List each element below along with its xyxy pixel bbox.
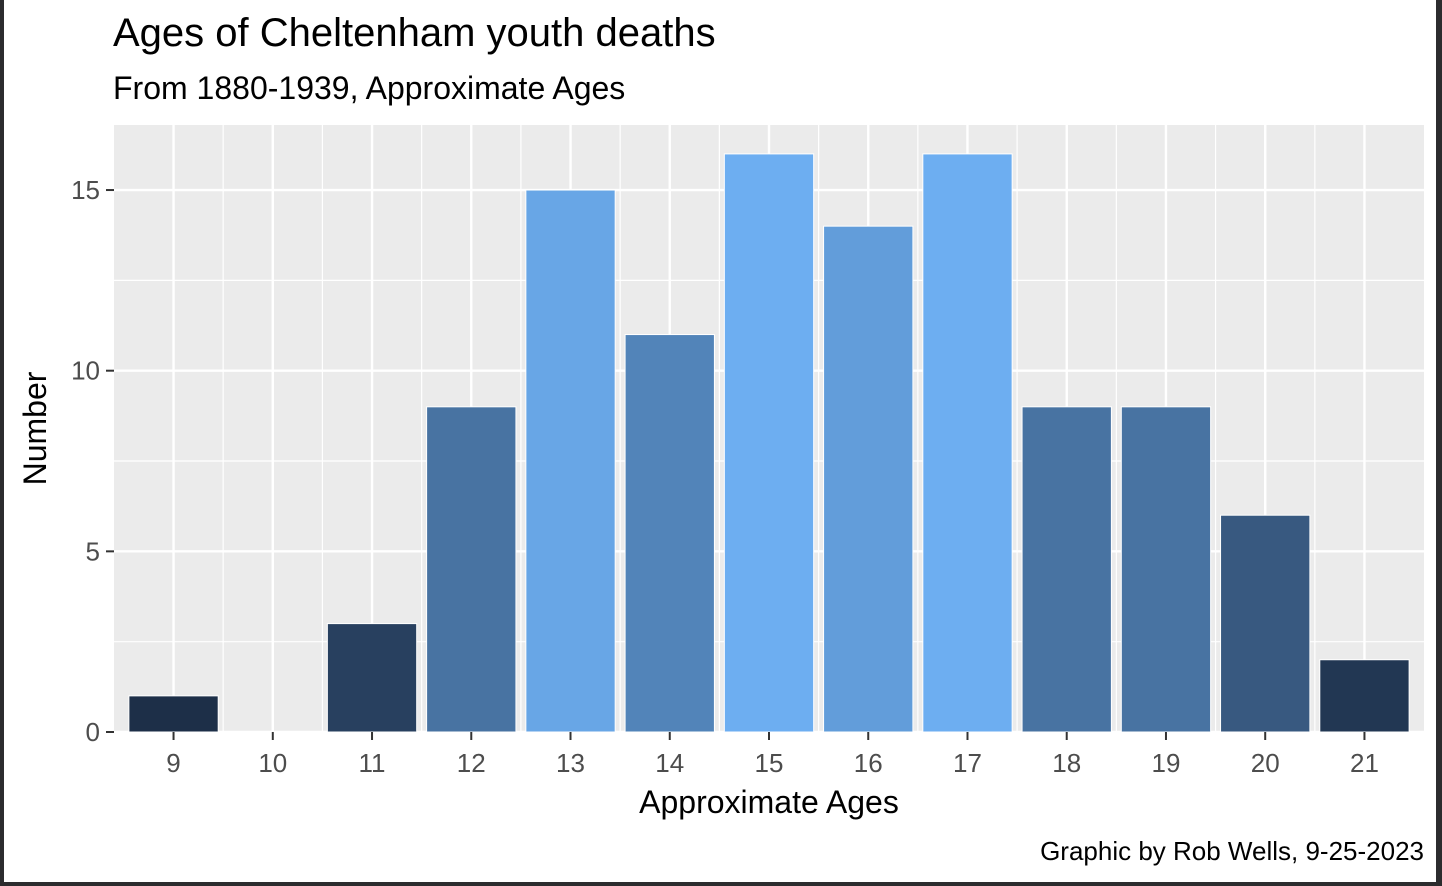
- bar-age-14: [624, 334, 715, 733]
- bar-age-21: [1319, 659, 1410, 733]
- x-tick-label: 11: [359, 748, 386, 778]
- x-tick-label: 10: [258, 748, 287, 778]
- bar-chart: Ages of Cheltenham youth deaths From 188…: [17, 11, 1424, 866]
- x-tick-label: 15: [755, 748, 784, 778]
- bar-age-11: [326, 623, 418, 733]
- x-tick-label: 16: [854, 748, 883, 778]
- y-axis-title: Number: [17, 371, 53, 485]
- x-tick-label: 19: [1152, 748, 1181, 778]
- bar-age-17: [922, 153, 1013, 733]
- x-axis: 9 10 11 12 13 14 15 16 17 18 19 20 21: [166, 732, 1379, 778]
- bar-age-12: [426, 406, 517, 733]
- x-tick-label: 20: [1251, 748, 1280, 778]
- chart-subtitle: From 1880-1939, Approximate Ages: [113, 70, 625, 106]
- y-tick-label: 10: [71, 356, 100, 386]
- bar-age-13: [525, 189, 616, 733]
- bar-age-18: [1021, 406, 1112, 733]
- chart-caption: Graphic by Rob Wells, 9-25-2023: [1040, 836, 1424, 866]
- bar-age-9: [128, 695, 219, 733]
- y-tick-label: 5: [86, 536, 100, 566]
- chart-title: Ages of Cheltenham youth deaths: [113, 11, 716, 55]
- chart-figure: Ages of Cheltenham youth deaths From 188…: [4, 0, 1436, 882]
- x-tick-label: 18: [1052, 748, 1081, 778]
- y-axis: 0 5 10 15: [71, 175, 114, 747]
- x-tick-label: 14: [655, 748, 684, 778]
- x-tick-label: 13: [556, 748, 585, 778]
- x-tick-label: 21: [1350, 748, 1379, 778]
- x-axis-title: Approximate Ages: [639, 784, 899, 820]
- x-tick-label: 12: [457, 748, 486, 778]
- bar-age-20: [1220, 514, 1311, 733]
- bars: [128, 153, 1410, 733]
- bar-age-16: [823, 225, 914, 733]
- x-tick-label: 9: [166, 748, 180, 778]
- y-tick-label: 0: [86, 717, 100, 747]
- bar-age-19: [1120, 406, 1212, 733]
- x-tick-label: 17: [953, 748, 982, 778]
- bar-age-15: [723, 153, 815, 733]
- y-tick-label: 15: [71, 175, 100, 205]
